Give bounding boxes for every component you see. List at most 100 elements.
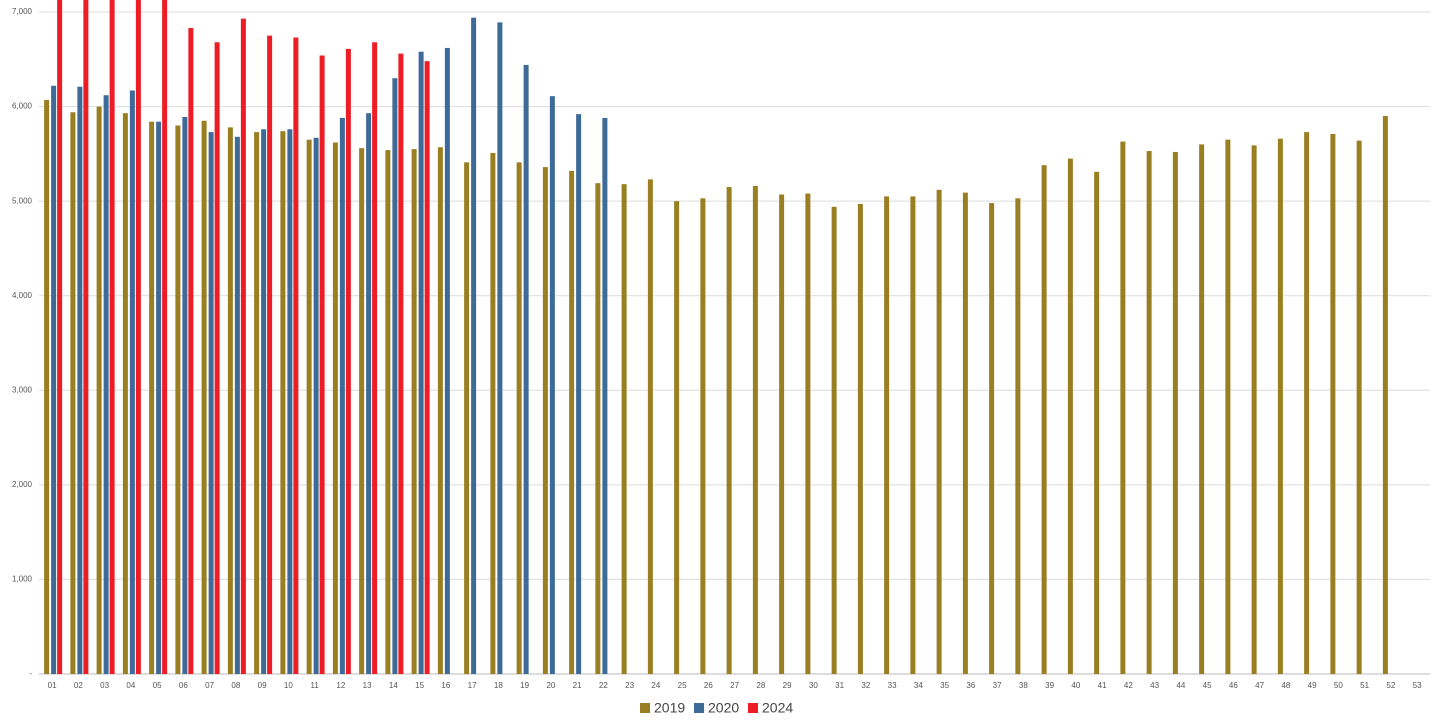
- bar: [313, 137, 319, 674]
- bar: [201, 120, 207, 674]
- x-tick-label: 39: [1045, 681, 1054, 690]
- bar: [293, 37, 299, 674]
- bar: [1330, 133, 1336, 674]
- bar: [261, 129, 267, 674]
- bar: [471, 17, 477, 674]
- legend-label: 2019: [654, 700, 685, 716]
- bar: [156, 121, 162, 674]
- bar: [1277, 138, 1283, 674]
- bar: [1304, 132, 1310, 674]
- x-tick-label: 08: [231, 681, 240, 690]
- bar: [44, 99, 50, 674]
- bar: [464, 162, 470, 674]
- bar: [779, 194, 785, 674]
- x-tick-label: 26: [704, 681, 713, 690]
- bar: [621, 184, 627, 674]
- bar: [70, 112, 76, 674]
- y-tick-label: 5,000: [12, 196, 33, 205]
- x-tick-label: 45: [1203, 681, 1212, 690]
- bar: [962, 192, 968, 674]
- bar: [497, 22, 503, 674]
- bar: [359, 148, 365, 674]
- x-tick-label: 52: [1386, 681, 1395, 690]
- x-tick-label: 53: [1413, 681, 1422, 690]
- bar: [227, 127, 233, 674]
- x-tick-label: 16: [441, 681, 450, 690]
- bars: [44, 0, 1388, 674]
- bar: [549, 96, 555, 674]
- grid: [39, 11, 1431, 675]
- legend-label: 2020: [708, 700, 739, 716]
- bar: [411, 149, 417, 674]
- x-tick-label: 25: [678, 681, 687, 690]
- y-tick-label: 4,000: [12, 291, 33, 300]
- x-tick-label: 40: [1071, 681, 1080, 690]
- bar: [339, 117, 345, 674]
- x-tick-label: 36: [966, 681, 975, 690]
- x-tick-label: 29: [783, 681, 792, 690]
- bar: [234, 136, 240, 674]
- x-tick-label: 11: [310, 681, 319, 690]
- bar: [385, 150, 391, 674]
- x-tick-label: 49: [1308, 681, 1317, 690]
- x-tick-label: 43: [1150, 681, 1159, 690]
- bar: [1120, 141, 1126, 674]
- bar: [1199, 144, 1205, 674]
- bar: [542, 167, 548, 674]
- bar: [103, 95, 109, 674]
- labels: - 1,000 2,000 3,000 4,000 5,000 6,000 7,000 01 02…: [12, 7, 1422, 716]
- y-tick-label: 1,000: [12, 575, 33, 584]
- bar: [989, 203, 995, 674]
- x-tick-label: 04: [126, 681, 135, 690]
- x-tick-label: 42: [1124, 681, 1133, 690]
- bar: [726, 186, 732, 674]
- bar: [240, 18, 246, 674]
- bar: [149, 121, 155, 674]
- x-tick-label: 22: [599, 681, 608, 690]
- y-tick-label: 2,000: [12, 480, 33, 489]
- x-tick-label: 18: [494, 681, 503, 690]
- x-tick-label: 17: [468, 681, 477, 690]
- bar: [306, 139, 312, 674]
- x-tick-label: 46: [1229, 681, 1238, 690]
- bar: [674, 201, 680, 674]
- bar: [254, 132, 260, 674]
- x-tick-label: 37: [993, 681, 1002, 690]
- x-tick-label: 20: [546, 681, 555, 690]
- legend-swatch: [694, 703, 704, 713]
- x-tick-label: 07: [205, 681, 214, 690]
- bar: [162, 0, 168, 674]
- bar: [1356, 140, 1362, 674]
- x-tick-label: 05: [153, 681, 162, 690]
- x-tick-label: 03: [100, 681, 109, 690]
- bar: [752, 186, 758, 674]
- bar: [910, 196, 916, 674]
- bar: [287, 129, 293, 674]
- bar: [857, 203, 863, 674]
- x-tick-label: 30: [809, 681, 818, 690]
- bar: [366, 113, 372, 674]
- bar: [1015, 198, 1021, 674]
- bar: [424, 61, 430, 674]
- x-tick-label: 28: [756, 681, 765, 690]
- x-tick-label: 24: [651, 681, 660, 690]
- bar: [188, 28, 194, 674]
- x-tick-label: 50: [1334, 681, 1343, 690]
- bar: [319, 55, 325, 674]
- bar: [576, 114, 582, 674]
- bar: [1067, 158, 1073, 674]
- bar: [175, 125, 181, 674]
- bar: [182, 116, 188, 674]
- x-tick-label: 01: [48, 681, 57, 690]
- x-tick-label: 27: [730, 681, 739, 690]
- bar: [595, 183, 601, 674]
- bar: [392, 78, 398, 674]
- bar: [1094, 171, 1100, 674]
- x-tick-label: 02: [74, 681, 83, 690]
- bar: [444, 47, 450, 674]
- bar: [805, 193, 811, 674]
- bar: [109, 0, 115, 674]
- x-tick-label: 31: [835, 681, 844, 690]
